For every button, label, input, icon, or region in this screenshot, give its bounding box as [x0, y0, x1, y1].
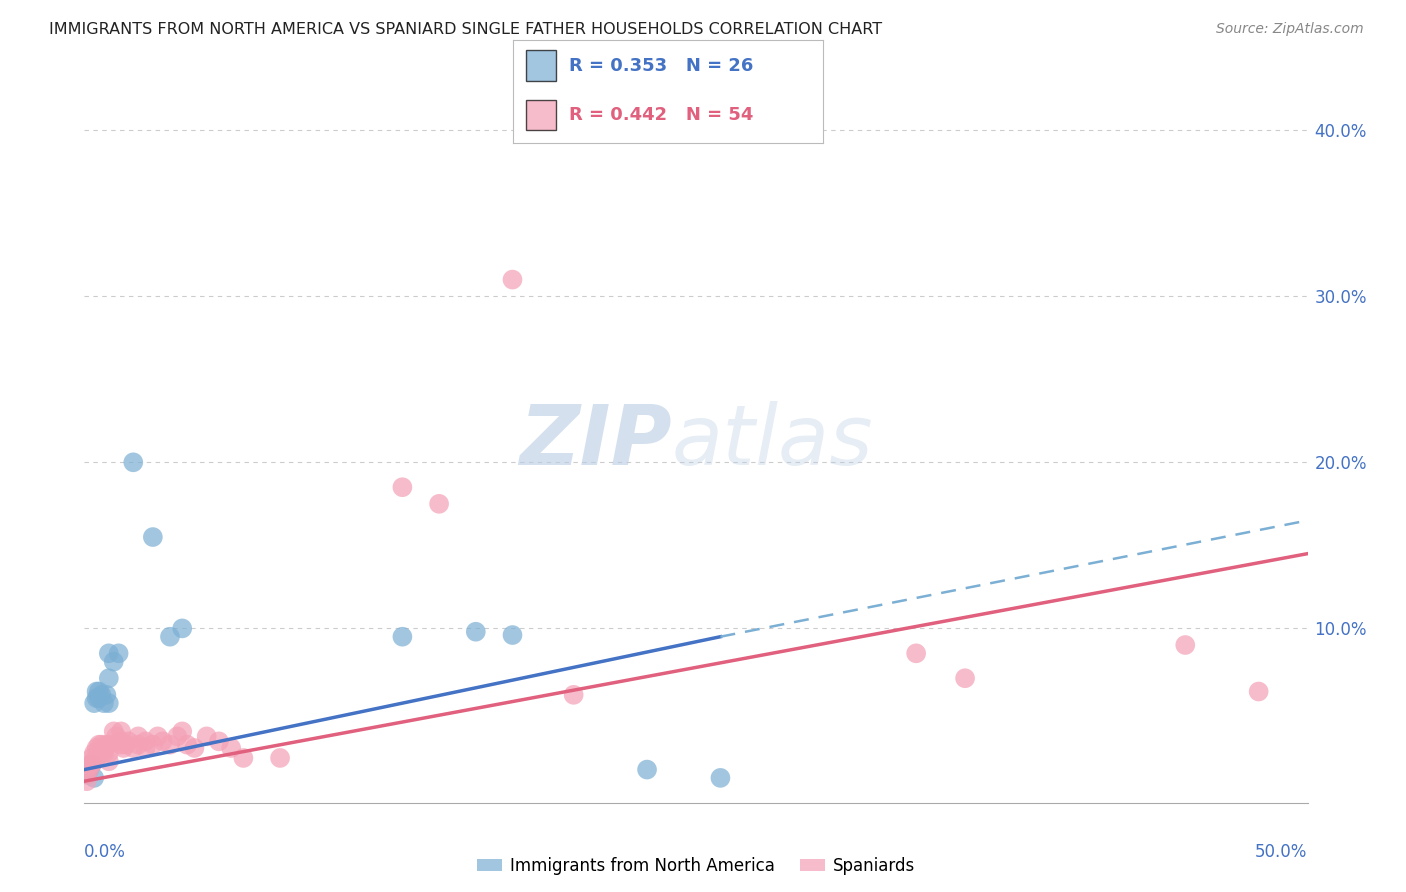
Text: ZIP: ZIP	[519, 401, 672, 482]
Point	[80, 751, 103, 765]
Point	[90, 738, 112, 752]
FancyBboxPatch shape	[526, 100, 557, 130]
Point	[90, 746, 112, 760]
Point	[83, 771, 105, 785]
Point	[110, 724, 132, 739]
Point	[86, 684, 108, 698]
Point	[77, 757, 100, 772]
Point	[135, 741, 157, 756]
Point	[87, 684, 110, 698]
Point	[502, 272, 524, 286]
Point	[232, 751, 254, 765]
Point	[83, 754, 105, 768]
Point	[269, 751, 291, 765]
Point	[97, 738, 120, 752]
Point	[97, 646, 120, 660]
Point	[122, 455, 145, 469]
Text: IMMIGRANTS FROM NORTH AMERICA VS SPANIARD SINGLE FATHER HOUSEHOLDS CORRELATION C: IMMIGRANTS FROM NORTH AMERICA VS SPANIAR…	[49, 22, 883, 37]
Point	[97, 746, 120, 760]
Point	[142, 738, 165, 752]
Y-axis label: Single Father Households: Single Father Households	[0, 344, 7, 539]
Point	[83, 746, 105, 760]
Point	[1174, 638, 1197, 652]
Point	[97, 754, 120, 768]
Point	[80, 757, 103, 772]
Point	[96, 688, 118, 702]
Point	[135, 734, 157, 748]
Point	[709, 771, 731, 785]
Point	[1247, 684, 1270, 698]
Point	[76, 767, 98, 781]
Point	[127, 738, 149, 752]
Point	[195, 730, 218, 744]
FancyBboxPatch shape	[526, 50, 557, 81]
Point	[219, 741, 242, 756]
Point	[208, 734, 231, 748]
Point	[562, 688, 585, 702]
Point	[146, 730, 169, 744]
Point	[166, 730, 188, 744]
Point	[76, 767, 98, 781]
Point	[103, 655, 125, 669]
Point	[87, 691, 110, 706]
Legend: Immigrants from North America, Spaniards: Immigrants from North America, Spaniards	[470, 850, 922, 881]
Text: R = 0.353   N = 26: R = 0.353 N = 26	[569, 57, 754, 75]
Point	[953, 671, 976, 685]
Point	[172, 621, 194, 635]
Text: Source: ZipAtlas.com: Source: ZipAtlas.com	[1216, 22, 1364, 37]
Text: 0.0%: 0.0%	[84, 843, 127, 861]
Text: R = 0.442   N = 54: R = 0.442 N = 54	[569, 106, 754, 124]
Point	[159, 738, 181, 752]
Point	[115, 738, 138, 752]
Point	[502, 628, 524, 642]
Point	[183, 741, 205, 756]
Point	[96, 738, 118, 752]
Point	[110, 738, 132, 752]
Point	[391, 630, 413, 644]
Point	[93, 741, 115, 756]
Point	[105, 730, 128, 744]
Point	[77, 763, 100, 777]
Point	[86, 691, 108, 706]
Point	[122, 741, 145, 756]
Point	[83, 696, 105, 710]
Point	[127, 730, 149, 744]
Point	[90, 688, 112, 702]
Point	[103, 724, 125, 739]
Point	[110, 734, 132, 748]
Point	[76, 774, 98, 789]
Point	[86, 741, 108, 756]
Point	[142, 530, 165, 544]
Point	[117, 734, 139, 748]
Point	[87, 746, 110, 760]
Point	[636, 763, 658, 777]
Point	[112, 741, 135, 756]
Point	[172, 724, 194, 739]
Point	[905, 646, 928, 660]
Point	[86, 751, 108, 765]
Point	[93, 746, 115, 760]
Point	[159, 630, 181, 644]
Point	[97, 696, 120, 710]
Point	[427, 497, 450, 511]
Point	[77, 763, 100, 777]
Point	[107, 646, 129, 660]
Point	[464, 624, 486, 639]
Point	[176, 738, 198, 752]
Text: atlas: atlas	[672, 401, 873, 482]
Point	[391, 480, 413, 494]
Point	[80, 757, 103, 772]
Text: 50.0%: 50.0%	[1256, 843, 1308, 861]
Point	[93, 696, 115, 710]
Point	[152, 734, 174, 748]
Point	[87, 738, 110, 752]
Point	[97, 671, 120, 685]
